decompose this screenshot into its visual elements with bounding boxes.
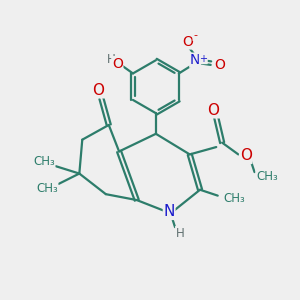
- Text: CH₃: CH₃: [33, 155, 55, 168]
- Text: O: O: [112, 57, 123, 71]
- Text: N: N: [190, 53, 200, 67]
- Text: CH₃: CH₃: [256, 170, 278, 183]
- Text: -: -: [193, 31, 197, 40]
- Text: +: +: [199, 54, 207, 64]
- Text: CH₃: CH₃: [223, 192, 245, 205]
- Text: O: O: [214, 58, 225, 72]
- Text: O: O: [182, 35, 193, 49]
- Text: H: H: [106, 53, 115, 66]
- Text: O: O: [240, 148, 252, 164]
- Text: H: H: [176, 226, 184, 239]
- Text: O: O: [207, 103, 219, 118]
- Text: O: O: [92, 83, 104, 98]
- Text: CH₃: CH₃: [36, 182, 58, 195]
- Text: N: N: [164, 204, 175, 219]
